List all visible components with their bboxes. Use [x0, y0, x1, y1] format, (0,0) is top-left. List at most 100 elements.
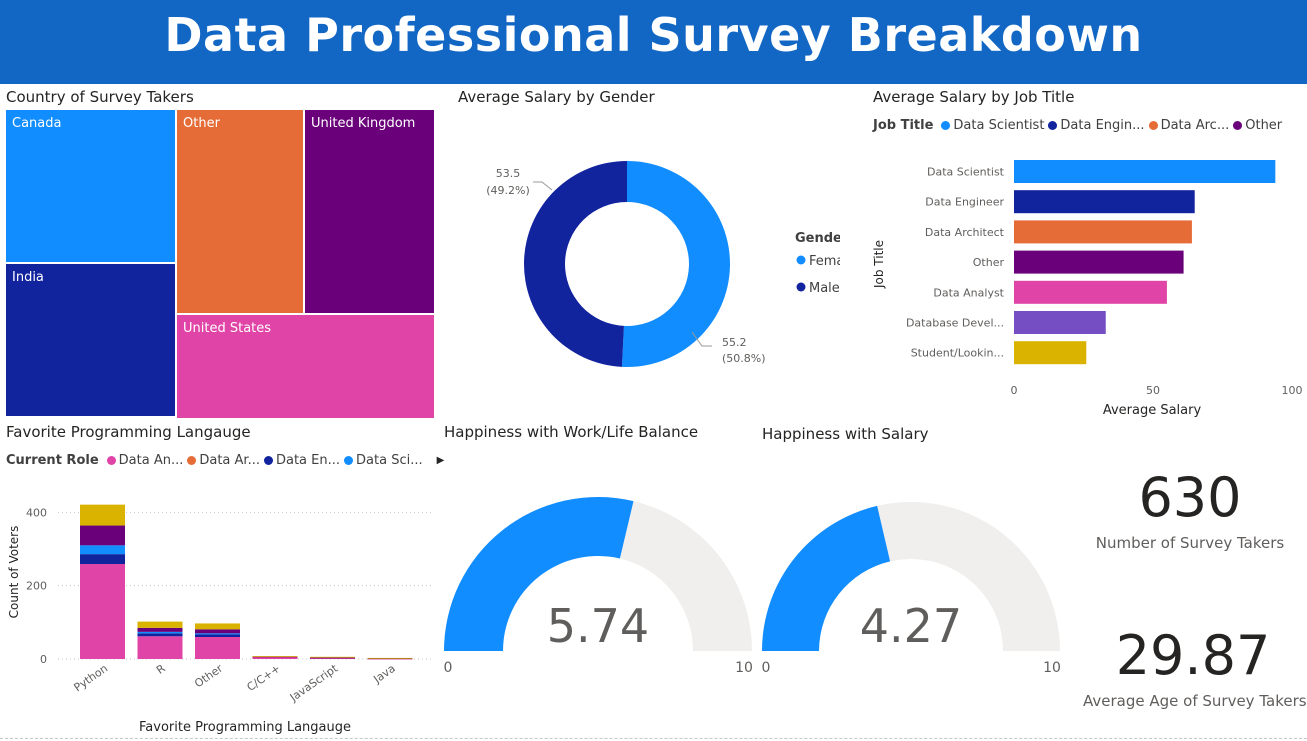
legend-dot: [1233, 121, 1243, 130]
job-legend-item[interactable]: Other: [1233, 118, 1282, 133]
donut-label-female-pct: (50.8%): [722, 352, 766, 365]
gauge-min-label: 0: [444, 660, 453, 676]
lang-bar-segment[interactable]: [195, 634, 240, 637]
kpi-avg-age-value: 29.87: [1115, 624, 1271, 687]
leader-line-male: [533, 181, 553, 191]
job-legend-item[interactable]: Data Engin...: [1048, 118, 1145, 133]
lang-bar-segment[interactable]: [80, 554, 125, 565]
legend-label-female[interactable]: Female: [809, 254, 840, 269]
job-chart-title: Average Salary by Job Title: [873, 88, 1075, 106]
country-treemap[interactable]: Canada India Other United Kingdom United…: [6, 110, 434, 418]
wlb-gauge[interactable]: 5.74 0 10: [440, 490, 760, 680]
donut-label-male-value: 53.5: [496, 167, 521, 180]
job-bar[interactable]: [1014, 250, 1184, 274]
lang-bar-segment[interactable]: [367, 657, 413, 659]
gauge-fill: [762, 505, 891, 651]
lang-bar-segment[interactable]: [195, 637, 240, 659]
bottom-divider: [0, 738, 1307, 739]
job-category-label: Data Engineer: [925, 196, 1004, 209]
job-salary-bar-chart[interactable]: Data Scientist Data Engineer Data Architec…: [870, 150, 1302, 422]
job-category-label: Other: [973, 256, 1005, 269]
job-bar[interactable]: [1014, 160, 1276, 183]
lang-legend-item[interactable]: Data Ar...: [187, 453, 260, 468]
lang-bar-segment[interactable]: [310, 657, 355, 659]
lang-x-tick-label: Python: [72, 662, 111, 695]
lang-bar-segment[interactable]: [195, 629, 240, 634]
lang-x-tick-label: JavaScript: [287, 661, 341, 704]
lang-bar-segment[interactable]: [80, 545, 125, 555]
legend-dot: [263, 456, 273, 465]
gauge-value: 4.27: [860, 599, 962, 653]
lang-bar-segment[interactable]: [80, 564, 125, 659]
legend-dot: [187, 456, 197, 465]
gender-donut-chart[interactable]: 53.5 (49.2%) 55.2 (50.8%) Gender Female …: [440, 110, 840, 410]
salary-gauge-title: Happiness with Salary: [762, 425, 929, 443]
job-bar[interactable]: [1014, 280, 1167, 304]
treemap-label: India: [12, 270, 44, 285]
lang-bar-segment[interactable]: [137, 621, 183, 628]
job-bar[interactable]: [1014, 311, 1106, 334]
job-category-label: Student/Lookin...: [911, 347, 1004, 360]
lang-bar-segment[interactable]: [80, 525, 125, 546]
gauge-fill: [444, 497, 634, 651]
kpi-avg-age-label: Average Age of Survey Takers: [1083, 692, 1307, 710]
legend-label-male[interactable]: Male: [809, 281, 840, 296]
lang-x-axis-label: Favorite Programming Langauge: [139, 720, 351, 735]
lang-bar-segment[interactable]: [137, 636, 183, 659]
treemap-cell-other[interactable]: Other: [177, 110, 305, 315]
lang-legend-item[interactable]: Data En...: [263, 453, 340, 468]
lang-bar-segment[interactable]: [137, 631, 183, 634]
legend-label: Data Scientist: [953, 118, 1045, 133]
donut-slice-female[interactable]: [621, 161, 731, 367]
job-legend-title: Job Title: [873, 118, 934, 133]
lang-y-tick-label: 200: [26, 580, 47, 593]
lang-legend-title: Current Role: [6, 453, 99, 468]
legend-label: Data An...: [118, 453, 184, 468]
lang-legend-item[interactable]: Data An...: [106, 453, 184, 468]
legend-dot-male: [796, 282, 806, 292]
job-category-label: Data Scientist: [927, 166, 1005, 179]
lang-bar-segment[interactable]: [195, 633, 240, 635]
job-legend-item[interactable]: Data Scientist: [941, 118, 1044, 133]
job-category-label: Data Architect: [925, 226, 1005, 239]
treemap-cell-united-states[interactable]: United States: [177, 315, 434, 418]
lang-bar-segment[interactable]: [310, 657, 355, 659]
legend-next-arrow-icon[interactable]: ▶: [436, 455, 445, 466]
lang-bar-segment[interactable]: [137, 633, 183, 637]
legend-dot: [344, 456, 354, 465]
job-bar[interactable]: [1014, 220, 1192, 244]
job-legend-item[interactable]: Data Arc...: [1148, 118, 1230, 133]
lang-chart-title: Favorite Programming Langauge: [6, 423, 251, 441]
lang-bar-segment[interactable]: [310, 656, 355, 658]
leader-line-female: [691, 331, 712, 347]
legend-label: Data Engin...: [1060, 118, 1145, 133]
treemap-title: Country of Survey Takers: [6, 88, 194, 106]
treemap-cell-united-kingdom[interactable]: United Kingdom: [305, 110, 434, 315]
lang-y-tick-label: 400: [26, 506, 47, 519]
job-bar[interactable]: [1014, 190, 1195, 214]
lang-bar-segment[interactable]: [252, 656, 298, 659]
kpi-survey-takers-label: Number of Survey Takers: [1095, 534, 1285, 552]
treemap-cell-india[interactable]: India: [6, 264, 177, 418]
salary-gauge[interactable]: 4.27 0 10: [758, 490, 1068, 680]
job-category-label: Data Analyst: [933, 286, 1004, 299]
job-bar[interactable]: [1014, 341, 1087, 365]
legend-label: Data Ar...: [199, 453, 260, 468]
lang-bar-segment[interactable]: [137, 627, 183, 632]
legend-dot-female: [796, 255, 806, 265]
lang-bar-segment[interactable]: [80, 504, 125, 526]
lang-legend-item[interactable]: Data Sci...: [344, 453, 423, 468]
treemap-cell-canada[interactable]: Canada: [6, 110, 177, 264]
job-x-tick-label: 100: [1282, 384, 1303, 397]
wlb-gauge-title: Happiness with Work/Life Balance: [444, 423, 699, 441]
lang-bar-segment[interactable]: [195, 623, 240, 630]
lang-bar-segment[interactable]: [252, 656, 298, 657]
lang-x-tick-label: Other: [192, 662, 225, 691]
lang-x-tick-label: C/C++: [245, 662, 283, 694]
gender-legend-title: Gender: [795, 231, 840, 246]
treemap-label: Canada: [12, 116, 62, 131]
donut-slice-male[interactable]: [524, 161, 627, 367]
donut-label-female-value: 55.2: [722, 336, 747, 349]
legend-label: Data Arc...: [1160, 118, 1230, 133]
